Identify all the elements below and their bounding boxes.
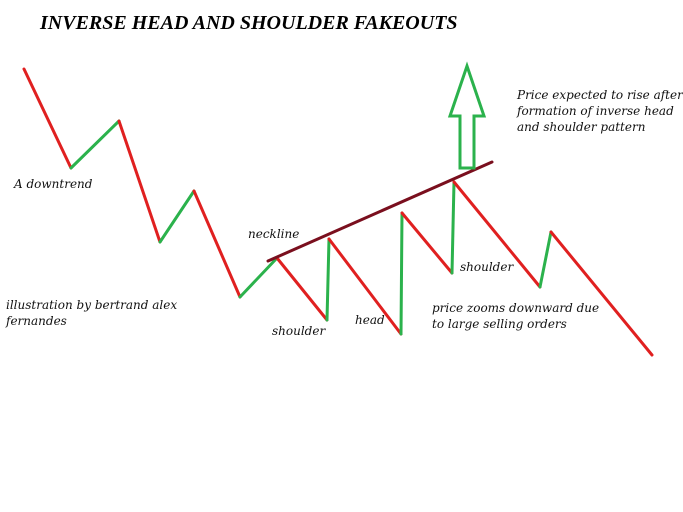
- neckline-line: [266, 160, 494, 263]
- fakeout-label-line1: price zooms downward due: [432, 301, 600, 315]
- left-shoulder-rise: [325, 237, 331, 322]
- diagram-title: INVERSE HEAD AND SHOULDER FAKEOUTS: [40, 12, 458, 34]
- fakeout-label-line2: to large selling orders: [432, 317, 567, 331]
- neckline-label: neckline: [248, 227, 300, 241]
- credit-label-line1: illustration by bertrand alex: [6, 298, 178, 312]
- downtrend-segment: [192, 189, 242, 299]
- right-shoulder-label: shoulder: [460, 260, 514, 274]
- fakeout-continuation: [549, 230, 654, 357]
- fakeout-drop: [452, 180, 542, 289]
- head-rise: [399, 211, 404, 336]
- right-shoulder-rise: [450, 180, 456, 275]
- up-arrow-icon: [447, 61, 487, 170]
- expectation-label-line2: formation of inverse head: [517, 104, 674, 118]
- right-shoulder-drop: [400, 211, 454, 275]
- credit-label-line2: fernandes: [6, 314, 67, 328]
- head-drop: [327, 237, 403, 336]
- pullback-segment: [158, 189, 196, 244]
- downtrend-segment: [22, 67, 73, 170]
- expectation-label-line1: Price expected to rise after: [517, 88, 683, 102]
- price-path: [22, 67, 654, 357]
- expectation-label-line3: and shoulder pattern: [517, 120, 646, 134]
- pullback-segment: [69, 119, 121, 170]
- fakeout-bounce: [538, 230, 553, 289]
- downtrend-label: A downtrend: [14, 177, 93, 191]
- downtrend-segment: [117, 119, 162, 244]
- pullback-segment: [238, 256, 279, 299]
- head-label: head: [355, 313, 385, 327]
- left-shoulder-label: shoulder: [272, 324, 326, 338]
- left-shoulder-drop: [275, 256, 329, 322]
